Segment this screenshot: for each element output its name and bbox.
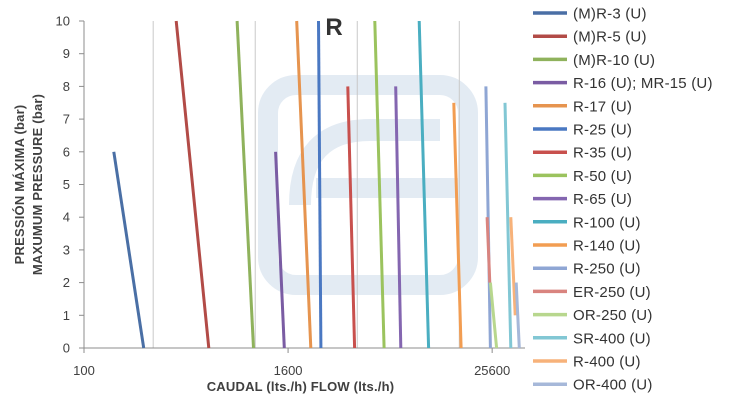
series-line <box>514 282 521 349</box>
series-line <box>503 102 513 349</box>
y-tick-label: 4 <box>63 210 70 225</box>
legend-label: (M)R-3 (U) <box>573 6 647 23</box>
legend-label: (M)R-10 (U) <box>573 52 655 69</box>
legend-label: R-400 (U) <box>573 354 641 371</box>
legend-label: R-250 (U) <box>573 261 641 278</box>
legend-label: (M)R-5 (U) <box>573 29 647 46</box>
legend-label: R-17 (U) <box>573 98 632 115</box>
legend-label: R-16 (U); MR-15 (U) <box>573 75 713 92</box>
series-line <box>394 86 403 349</box>
x-tick-label: 1600 <box>274 363 303 378</box>
legend-label: R-65 (U) <box>573 191 632 208</box>
series-line <box>174 20 211 349</box>
series-group <box>112 20 521 349</box>
legend-label: R-100 (U) <box>573 214 641 231</box>
y-tick-label: 8 <box>63 79 70 94</box>
series-line <box>235 20 255 349</box>
plot-axes <box>79 20 525 353</box>
series-line <box>373 20 386 349</box>
watermark-logo <box>258 75 478 295</box>
axis-labels: R CAUDAL (lts./h) FLOW (lts./h) PRESSIÓN M… <box>12 14 394 394</box>
y-tick-label: 1 <box>63 308 70 323</box>
watermark-frame <box>258 75 478 295</box>
chart-title: R <box>325 14 342 41</box>
legend-label: R-140 (U) <box>573 238 641 255</box>
series-line <box>112 151 146 349</box>
y-tick-label: 0 <box>63 341 70 356</box>
series-line <box>417 20 431 349</box>
y-tick-label: 9 <box>63 46 70 61</box>
series-line <box>485 217 492 283</box>
series-line <box>452 102 463 349</box>
y-axis-label: PRESSIÓN MÁXIMA (bar) <box>12 105 27 265</box>
y-tick-label: 2 <box>63 275 70 290</box>
x-tick-label: 100 <box>73 363 95 378</box>
series-line <box>346 86 357 349</box>
legend: (M)R-3 (U) (M)R-5 (U) (M)R-10 (U) R-16 (U);… <box>533 6 713 394</box>
y-tick-label: 3 <box>63 242 70 257</box>
series-line <box>274 151 286 349</box>
legend-label: ER-250 (U) <box>573 284 651 301</box>
y-tick-label: 6 <box>63 144 70 159</box>
y-tick-label: 10 <box>56 14 70 29</box>
series-line <box>317 20 323 349</box>
series-line <box>509 217 517 316</box>
legend-label: R-50 (U) <box>573 168 632 185</box>
legend-label: R-25 (U) <box>573 122 632 139</box>
y-axis-label: MAXUMUM PRESSURE (bar) <box>30 94 45 275</box>
legend-label: OR-400 (U) <box>573 377 653 394</box>
series-line <box>488 282 499 349</box>
y-tick-label: 5 <box>63 177 70 192</box>
x-tick-label: 25600 <box>474 363 510 378</box>
legend-label: OR-250 (U) <box>573 307 653 324</box>
legend-label: R-35 (U) <box>573 145 632 162</box>
x-axis-label: CAUDAL (lts./h) FLOW (lts./h) <box>207 379 395 394</box>
series-line <box>295 20 313 349</box>
watermark-bar <box>316 178 466 198</box>
legend-label: SR-400 (U) <box>573 330 651 347</box>
tick-labels: 0 1 2 3 4 5 6 7 8 9 10 100 1600 25600 <box>56 14 511 379</box>
y-tick-label: 7 <box>63 112 70 127</box>
